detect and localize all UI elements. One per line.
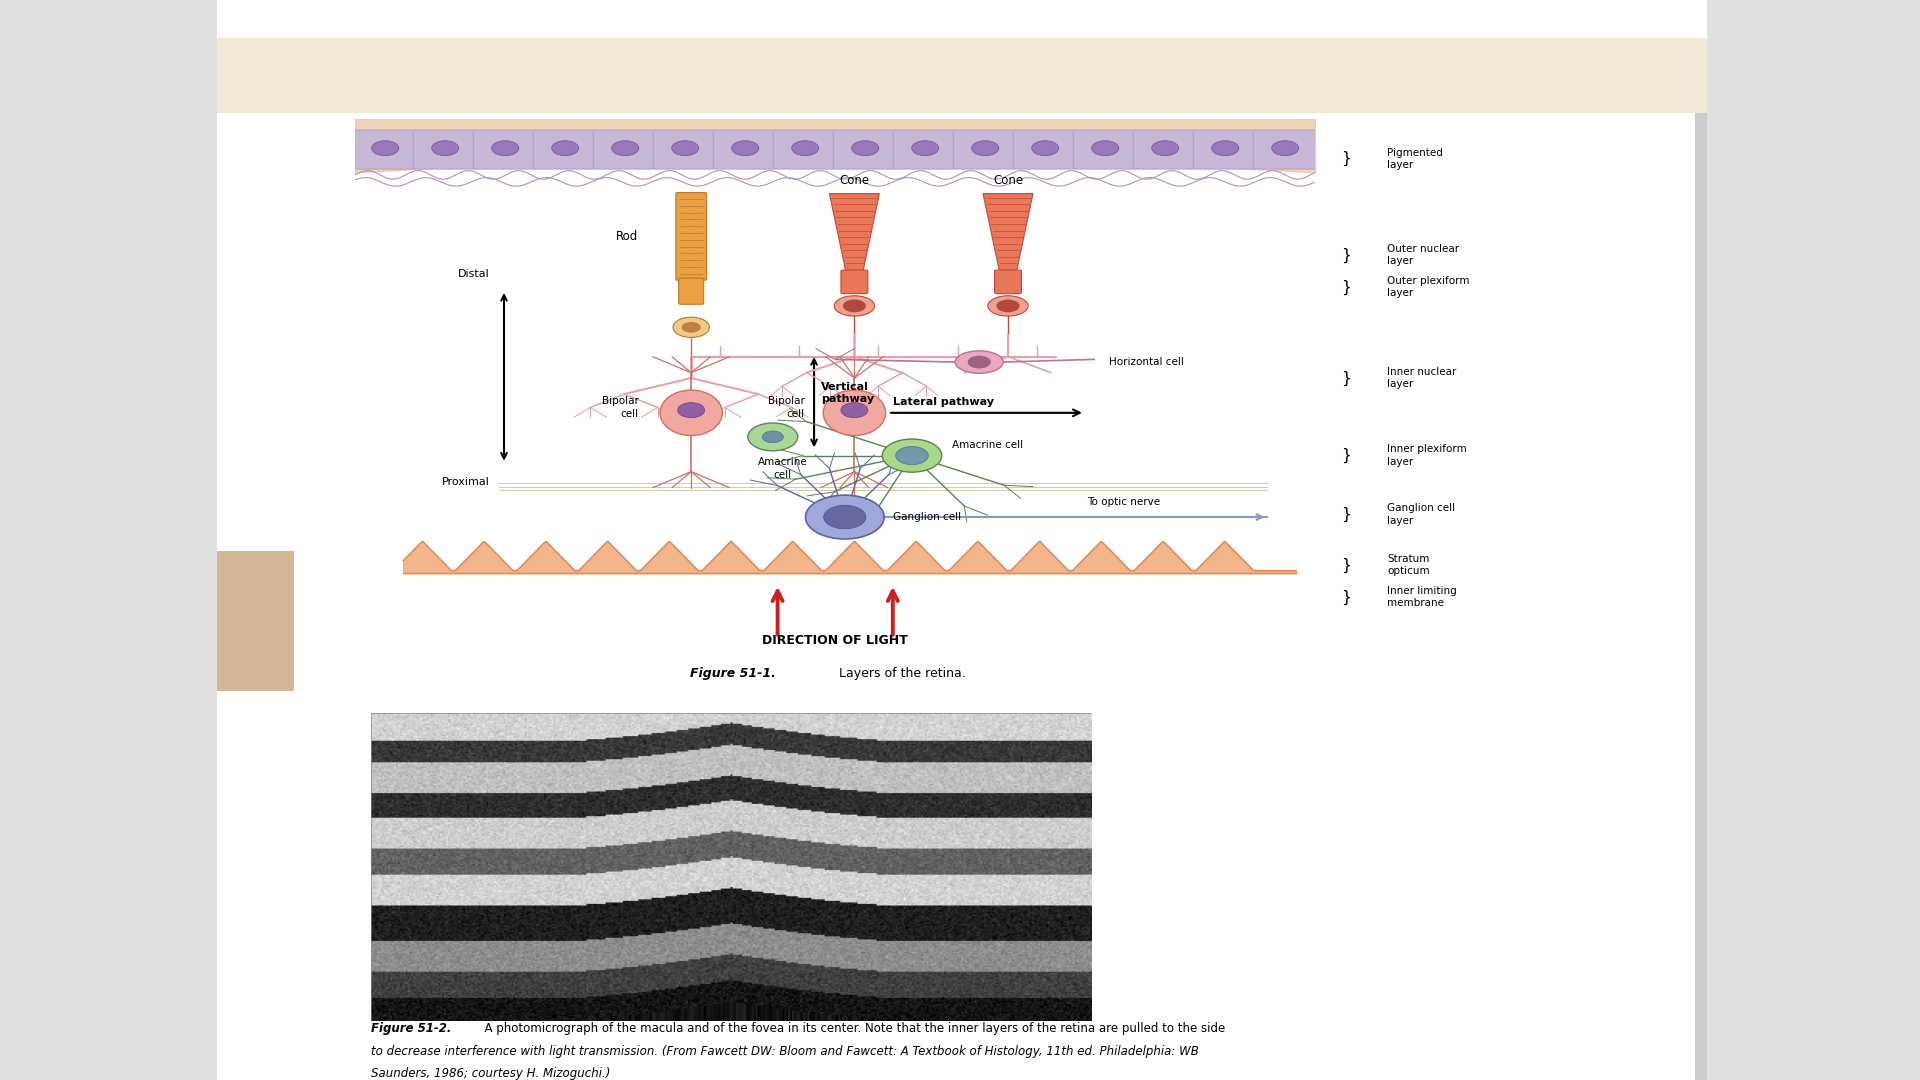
Text: }: } [1342,280,1352,295]
Ellipse shape [956,351,1002,374]
Polygon shape [983,193,1033,271]
Ellipse shape [1031,140,1058,156]
Text: Rod: Rod [616,230,637,243]
Circle shape [895,446,929,464]
FancyBboxPatch shape [1014,130,1077,170]
Circle shape [824,505,866,529]
FancyBboxPatch shape [1254,130,1317,170]
Text: Distal: Distal [457,269,490,279]
Text: Pigmented
layer: Pigmented layer [1386,148,1444,170]
Text: Proximal: Proximal [442,477,490,487]
Text: }: } [1342,507,1352,522]
FancyBboxPatch shape [413,130,476,170]
FancyBboxPatch shape [893,130,956,170]
Circle shape [843,299,866,312]
FancyBboxPatch shape [472,130,538,170]
Text: }: } [1342,370,1352,386]
Ellipse shape [835,296,876,316]
FancyBboxPatch shape [995,270,1021,294]
Ellipse shape [1212,140,1238,156]
Text: Vertical
pathway: Vertical pathway [822,381,874,404]
Text: A photomicrograph of the macula and of the fovea in its center. Note that the in: A photomicrograph of the macula and of t… [476,1023,1225,1036]
Ellipse shape [841,403,868,418]
Text: }: } [1342,151,1352,166]
Text: Bipolar
cell: Bipolar cell [768,396,804,419]
Ellipse shape [806,495,883,539]
FancyBboxPatch shape [676,192,707,280]
Ellipse shape [824,390,885,435]
Ellipse shape [612,140,639,156]
Text: Stratum
opticum: Stratum opticum [1386,554,1430,577]
Text: Inner plexiform
layer: Inner plexiform layer [1386,444,1467,467]
Text: DIRECTION OF LIGHT: DIRECTION OF LIGHT [762,634,908,647]
Text: Layers of the retina.: Layers of the retina. [831,667,966,680]
Ellipse shape [747,423,799,450]
FancyBboxPatch shape [774,130,837,170]
Text: Figure 51-1.: Figure 51-1. [689,667,776,680]
Text: Cone: Cone [993,174,1023,187]
FancyBboxPatch shape [1192,130,1258,170]
FancyBboxPatch shape [353,130,417,170]
FancyBboxPatch shape [653,130,718,170]
Ellipse shape [492,140,518,156]
Text: Unit X   The Nervous System: B. The Special Senses: Unit X The Nervous System: B. The Specia… [447,71,912,87]
Text: Outer nuclear
layer: Outer nuclear layer [1386,244,1459,267]
Text: }: } [1342,590,1352,605]
Ellipse shape [1092,140,1119,156]
FancyBboxPatch shape [1073,130,1137,170]
Text: Inner nuclear
layer: Inner nuclear layer [1386,367,1457,389]
Ellipse shape [762,431,783,443]
Ellipse shape [432,140,459,156]
Text: Saunders, 1986; courtesy H. Mizoguchi.): Saunders, 1986; courtesy H. Mizoguchi.) [371,1067,611,1080]
Text: Outer plexiform
layer: Outer plexiform layer [1386,276,1469,298]
FancyBboxPatch shape [680,279,705,305]
Ellipse shape [912,140,939,156]
FancyBboxPatch shape [534,130,597,170]
Text: Amacrine cell: Amacrine cell [952,440,1023,450]
Text: Cone: Cone [839,174,870,187]
Text: Lateral pathway: Lateral pathway [893,396,995,407]
Ellipse shape [732,140,758,156]
Ellipse shape [852,140,879,156]
Text: Bipolar
cell: Bipolar cell [601,396,637,419]
Text: }: } [1342,247,1352,262]
Text: Inner limiting
membrane: Inner limiting membrane [1386,586,1457,608]
Ellipse shape [791,140,818,156]
Text: to decrease interference with light transmission. (From Fawcett DW: Bloom and Fa: to decrease interference with light tran… [371,1045,1198,1058]
Ellipse shape [987,296,1029,316]
Text: }: } [1342,448,1352,463]
FancyBboxPatch shape [833,130,897,170]
Text: Ganglion cell
layer: Ganglion cell layer [1386,503,1455,526]
Circle shape [996,299,1020,312]
FancyBboxPatch shape [1133,130,1198,170]
Ellipse shape [672,140,699,156]
Circle shape [682,322,701,333]
FancyBboxPatch shape [714,130,778,170]
FancyBboxPatch shape [593,130,657,170]
Ellipse shape [1152,140,1179,156]
Text: Figure 51-2.: Figure 51-2. [371,1023,451,1036]
Ellipse shape [660,390,722,435]
FancyBboxPatch shape [841,270,868,294]
Text: Amacrine
cell: Amacrine cell [758,457,806,480]
Ellipse shape [372,140,399,156]
Polygon shape [829,193,879,271]
Text: Ganglion cell: Ganglion cell [893,512,960,522]
Ellipse shape [881,440,941,472]
Circle shape [968,355,991,368]
Ellipse shape [972,140,998,156]
Text: To optic nerve: To optic nerve [1087,498,1160,508]
Text: }: } [1342,557,1352,572]
Text: Horizontal cell: Horizontal cell [1110,357,1183,367]
Ellipse shape [1271,140,1298,156]
Ellipse shape [551,140,578,156]
Ellipse shape [678,403,705,418]
Ellipse shape [674,318,710,337]
FancyBboxPatch shape [952,130,1018,170]
